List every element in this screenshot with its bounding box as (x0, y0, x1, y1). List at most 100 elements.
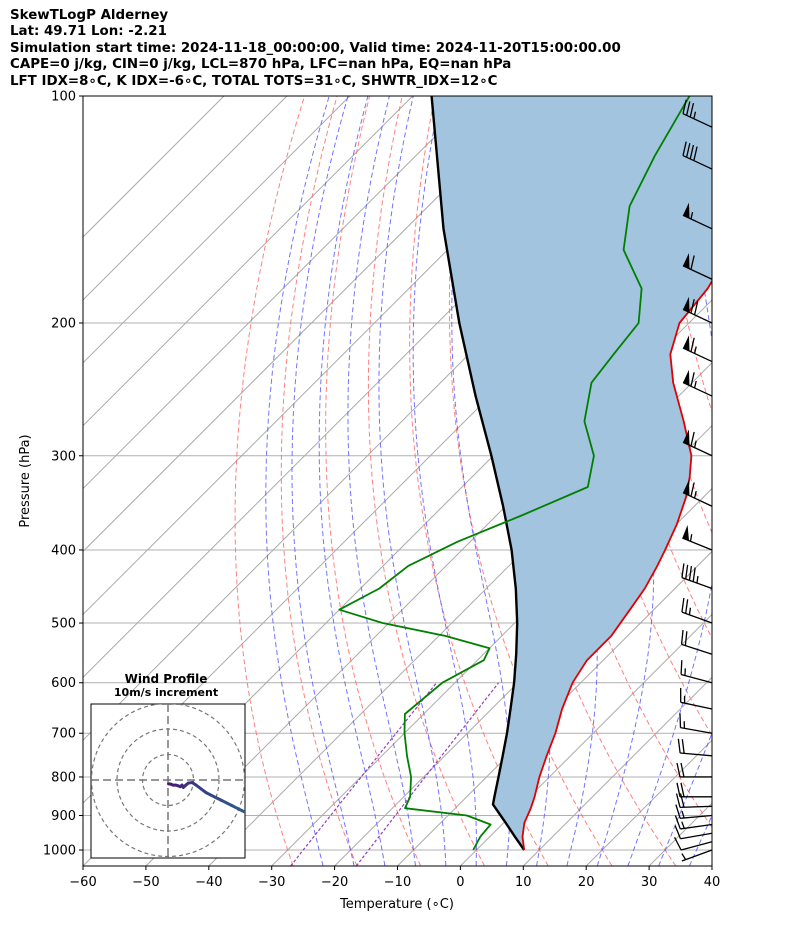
barb-pennant (682, 296, 690, 313)
moist-adiabat (318, 96, 386, 866)
dry-adiabat (234, 96, 305, 866)
barb-flag (685, 564, 689, 580)
barb-half-flag (693, 491, 697, 499)
barb-pennant (682, 253, 690, 269)
isotherm-line (775, 96, 794, 866)
x-tick-label: 30 (641, 875, 658, 890)
moist-adiabat (412, 96, 477, 866)
barb-flag (693, 300, 699, 316)
barb-pennant (682, 335, 690, 352)
moist-adiabat (720, 96, 794, 866)
barb-half-flag (693, 380, 697, 389)
axis-ticks: −60 −50 −40 −30 −20 −10 0 10 20 30 40 1000 900 800 700… (43, 90, 720, 891)
y-tick-label: 400 (51, 543, 76, 558)
x-tick-label: 0 (456, 875, 464, 890)
indices-line-1: CAPE=0 j/kg, CIN=0 j/kg, LCL=870 hPa, LF… (10, 57, 512, 73)
x-tick-label: −60 (69, 875, 96, 890)
barb-flag (682, 99, 687, 114)
barb-half-flag (689, 534, 693, 542)
isotherm-line (334, 487, 712, 866)
barb-flag (684, 631, 688, 646)
barb-flag (690, 337, 695, 352)
barb-half-flag (690, 211, 694, 220)
wind-barb (676, 782, 712, 798)
y-tick-label: 600 (51, 676, 76, 691)
chart-header: SkewTLogP Alderney Lat: 49.71 Lon: -2.21… (10, 8, 621, 90)
wind-barb (675, 793, 713, 809)
wind-barb (680, 660, 713, 684)
isotherm-line (83, 96, 225, 238)
wind-barb (676, 762, 712, 778)
dry-adiabat (367, 96, 485, 866)
y-tick-label: 300 (51, 449, 76, 464)
barb-flag (685, 143, 691, 158)
barb-half-flag (681, 810, 685, 819)
moist-adiabat (378, 96, 447, 866)
barb-flag (690, 255, 695, 270)
wind-barb (681, 849, 713, 862)
barb-flag (685, 101, 691, 116)
x-tick-label: −40 (195, 875, 222, 890)
barb-half-flag (688, 607, 692, 615)
moist-adiabat (265, 96, 330, 866)
barb-flag (690, 299, 695, 314)
wind-barb (681, 597, 713, 624)
y-tick-label: 500 (51, 617, 76, 632)
barb-flag (681, 597, 685, 613)
barb-flag (677, 738, 681, 754)
dry-adiabat (728, 96, 794, 866)
wind-barb (680, 687, 713, 710)
moist-adiabat (752, 96, 794, 866)
x-tick-label: −30 (258, 875, 285, 890)
barb-flag (680, 630, 684, 645)
mixing-ratio-line (355, 682, 500, 866)
barb-flag (675, 804, 681, 819)
moist-adiabat (658, 731, 712, 866)
barb-flag (673, 836, 682, 851)
barb-flag (674, 825, 682, 840)
y-tick-label: 1000 (43, 844, 76, 859)
barb-flag (690, 482, 695, 497)
barb-flag (690, 431, 695, 447)
wind-barb (682, 141, 713, 170)
x-axis-label: Temperature (∘C) (339, 897, 454, 912)
barb-flag (676, 782, 681, 797)
wind-barb (682, 253, 713, 280)
wind-barb (682, 296, 713, 324)
barb-flag (689, 102, 695, 118)
hodograph-title: Wind Profile (125, 672, 208, 686)
barb-flag (693, 146, 698, 161)
hodograph-subtitle: 10m/s increment (114, 686, 218, 699)
wind-barb (682, 524, 713, 551)
isotherm-line (522, 676, 712, 866)
wind-barb (675, 804, 713, 819)
wind-barb (679, 713, 713, 734)
moist-adiabat (347, 96, 416, 866)
isotherm-line (83, 96, 351, 364)
x-tick-label: −10 (384, 875, 411, 890)
wind-barb (674, 815, 713, 830)
hodograph-segment (240, 809, 245, 814)
barb-flag (692, 567, 696, 582)
barb-pennant (682, 369, 690, 386)
barb-flag (685, 599, 689, 614)
wind-barb (677, 738, 713, 757)
x-tick-label: 20 (578, 875, 595, 890)
wind-barb (682, 335, 713, 363)
wind-barbs (673, 99, 713, 862)
moist-adiabat (291, 96, 355, 866)
barb-pennant (682, 524, 690, 541)
y-tick-label: 900 (51, 809, 76, 824)
barb-pennant (682, 480, 690, 496)
barb-half-flag (693, 111, 697, 119)
time-line: Simulation start time: 2024-11-18_00:00:… (10, 40, 621, 56)
wind-barb (673, 836, 713, 851)
x-tick-label: 40 (704, 875, 721, 890)
barb-flag (680, 660, 683, 675)
barb-flag (680, 782, 685, 797)
barb-flag (688, 566, 693, 581)
cape-region (431, 96, 712, 850)
indices-line-2: LFT IDX=8∘C, K IDX=-6∘C, TOTAL TOTS=31∘C… (10, 73, 498, 89)
